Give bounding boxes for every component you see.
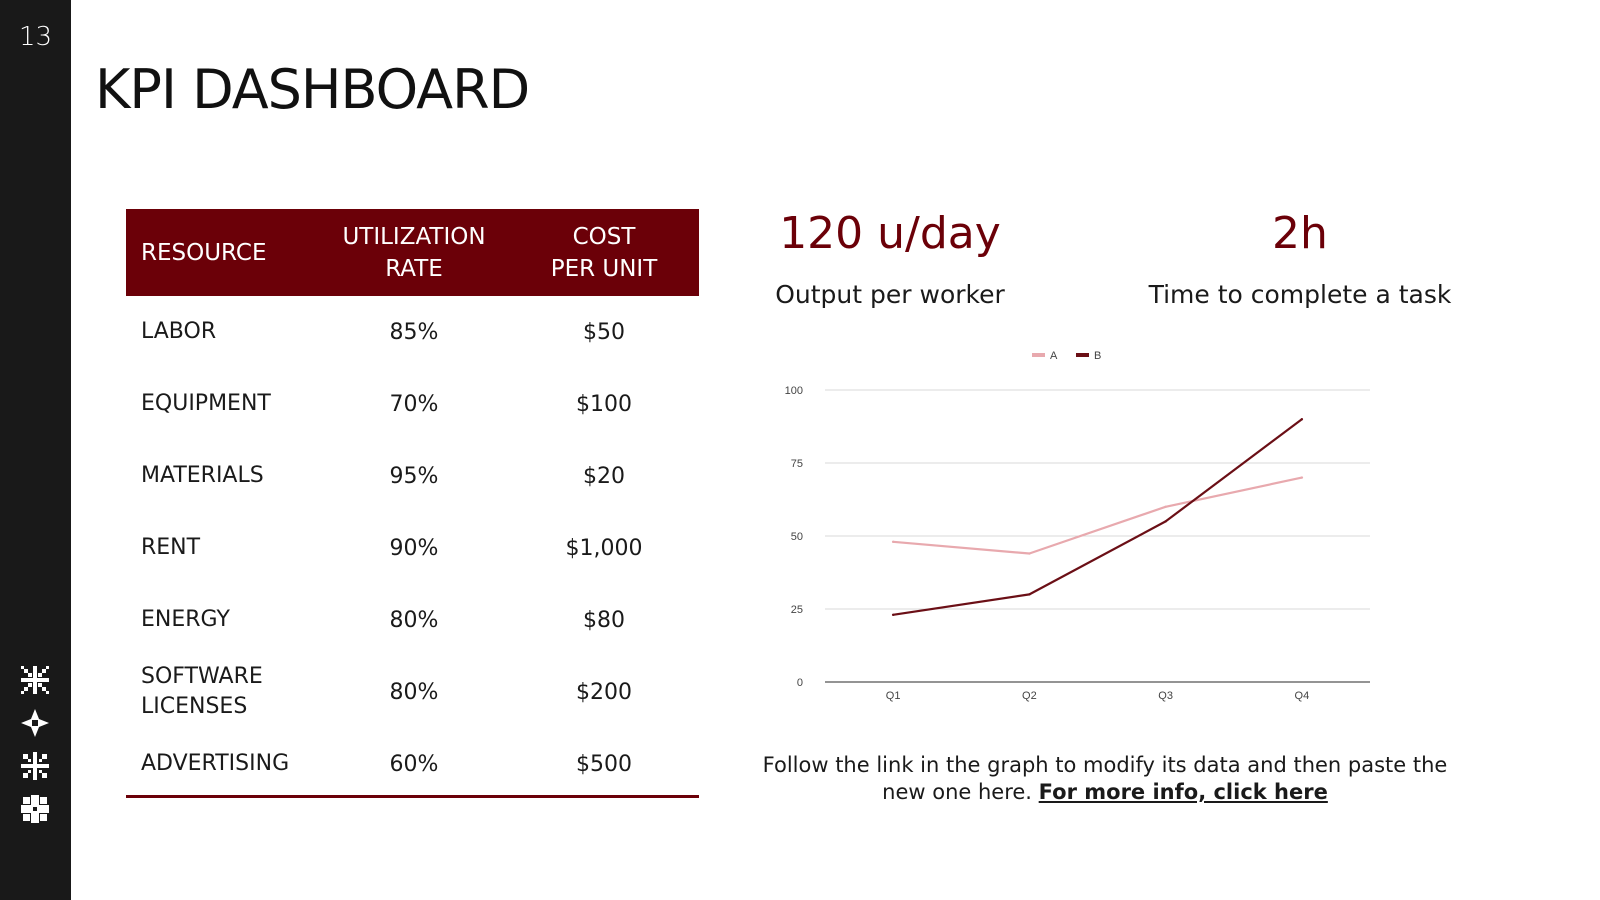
kpi-label-output: Output per worker: [775, 280, 1005, 309]
page-number: 13: [18, 22, 53, 52]
data-point: [1164, 520, 1167, 523]
kpi-value-time: 2h: [1272, 208, 1328, 259]
y-tick-label: 25: [791, 604, 803, 616]
sidebar: 13: [0, 0, 71, 900]
cell-resource: EQUIPMENT: [141, 391, 271, 416]
legend-label: B: [1094, 350, 1101, 362]
data-point: [1300, 418, 1304, 421]
more-info-link[interactable]: For more info, click here: [1038, 780, 1328, 804]
table-header-row: RESOURCE UTILIZATION RATE COST PER UNIT: [126, 209, 699, 296]
cell-resource: MATERIALS: [141, 463, 264, 488]
header-cost-per-unit: COST PER UNIT: [550, 223, 658, 282]
table-row: SOFTWARE LICENSES 80% $200: [126, 656, 699, 728]
footnote: Follow the link in the graph to modify i…: [760, 752, 1450, 806]
cell-resource: ENERGY: [141, 607, 230, 632]
series-line-a: [893, 476, 1303, 555]
data-point: [1300, 476, 1304, 479]
header-resource: RESOURCE: [141, 239, 267, 266]
cell-cost: $500: [576, 751, 632, 777]
cell-cost: $50: [583, 319, 625, 345]
cell-utilization: 80%: [389, 607, 439, 633]
cell-cost: $1,000: [565, 535, 643, 561]
x-tick-label: Q1: [886, 690, 901, 702]
cell-resource: RENT: [141, 535, 201, 560]
table-row: ENERGY 80% $80: [126, 584, 699, 656]
table-row: EQUIPMENT 70% $100: [126, 368, 699, 440]
cell-utilization: 85%: [389, 319, 439, 345]
table-row: RENT 90% $1,000: [126, 512, 699, 584]
data-point: [891, 613, 895, 617]
cell-cost: $200: [576, 679, 632, 705]
data-point: [1028, 593, 1031, 596]
x-tick-label: Q4: [1295, 690, 1310, 702]
snowflake-icon: [21, 666, 49, 694]
cell-utilization: 90%: [389, 535, 439, 561]
y-tick-label: 75: [791, 458, 803, 470]
snowflake-icon: [21, 795, 49, 823]
header-utilization-rate: UTILIZATION RATE: [342, 223, 486, 282]
snowflake-icon: [21, 752, 49, 780]
cell-resource: LABOR: [141, 319, 217, 344]
cell-utilization: 95%: [389, 463, 439, 489]
legend-swatch: [1076, 353, 1089, 357]
cell-resource: SOFTWARE LICENSES: [141, 664, 263, 719]
cell-utilization: 60%: [389, 751, 439, 777]
cell-cost: $80: [583, 607, 625, 633]
y-tick-label: 50: [791, 531, 803, 543]
table-bottom-rule: [126, 795, 699, 798]
line-chart[interactable]: 0 25 50 75 100 Q1 Q2 Q3 Q4 A B: [770, 345, 1390, 710]
page-title: KPI DASHBOARD: [95, 58, 530, 121]
cell-cost: $100: [576, 391, 632, 417]
kpi-label-time: Time to complete a task: [1148, 280, 1452, 309]
data-point: [1164, 505, 1167, 508]
data-point: [891, 540, 895, 544]
data-point: [1028, 552, 1031, 555]
x-tick-label: Q2: [1022, 690, 1037, 702]
y-tick-label: 0: [797, 677, 803, 689]
cell-utilization: 70%: [389, 391, 439, 417]
y-tick-label: 100: [785, 385, 803, 397]
compass-star-icon: [21, 709, 49, 737]
kpi-table: RESOURCE UTILIZATION RATE COST PER UNIT …: [126, 209, 699, 800]
x-tick-label: Q3: [1158, 690, 1173, 702]
cell-cost: $20: [583, 463, 625, 489]
series-line-b: [892, 418, 1303, 616]
table-row: MATERIALS 95% $20: [126, 440, 699, 512]
cell-resource: ADVERTISING: [141, 751, 290, 776]
table-row: LABOR 85% $50: [126, 296, 699, 368]
table-row: ADVERTISING 60% $500: [126, 728, 699, 800]
cell-utilization: 80%: [389, 679, 439, 705]
legend-label: A: [1050, 350, 1058, 362]
kpi-value-output: 120 u/day: [779, 208, 1001, 259]
legend-swatch: [1032, 353, 1045, 357]
footnote-text: Follow the link in the graph to modify i…: [762, 753, 1448, 804]
